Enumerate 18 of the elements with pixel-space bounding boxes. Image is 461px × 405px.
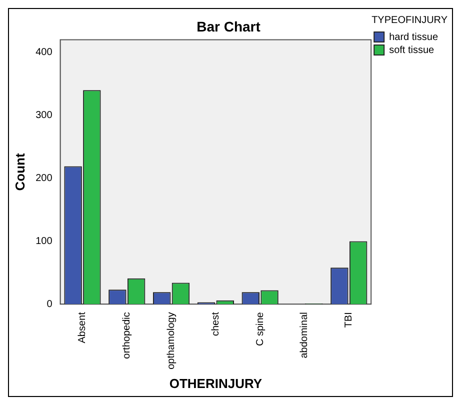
y-tick-label: 200 — [36, 173, 53, 184]
x-tick-label: Absent — [77, 312, 88, 344]
y-tick-label: 400 — [36, 47, 53, 58]
x-tick-label: orthopedic — [122, 312, 133, 359]
x-tick-label: C spine — [254, 312, 266, 346]
x-axis-title: OTHERINJURY — [169, 376, 262, 391]
x-tick-label: chest — [210, 312, 222, 336]
legend-label: soft tissue — [389, 44, 435, 56]
y-tick-label: 300 — [36, 110, 53, 122]
legend-label: hard tissue — [389, 32, 438, 43]
y-tick-label: 0 — [46, 298, 53, 310]
y-tick-label: 100 — [36, 236, 53, 247]
x-tick-label: opthamology — [166, 312, 178, 370]
x-tick-label: abdominal — [299, 312, 310, 358]
x-tick-label: TBI — [344, 312, 355, 328]
legend-title: TYPEOFINJURY — [372, 14, 448, 26]
y-axis-title: Count — [12, 152, 28, 191]
chart-title: Bar Chart — [196, 18, 261, 34]
